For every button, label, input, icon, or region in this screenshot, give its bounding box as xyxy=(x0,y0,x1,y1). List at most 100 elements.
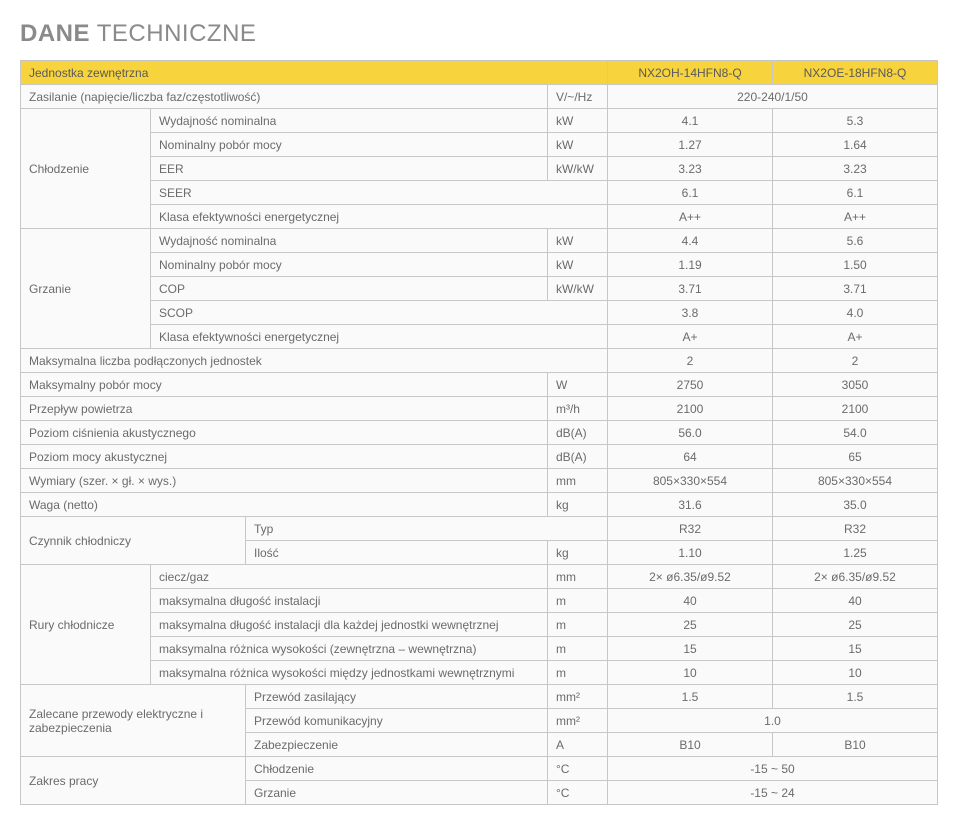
sub-label: SCOP xyxy=(151,301,608,325)
row-value-1: 3.23 xyxy=(773,157,938,181)
row-unit: kg xyxy=(547,493,607,517)
sub-label: Typ xyxy=(246,517,608,541)
row-value-1: 4.0 xyxy=(773,301,938,325)
row-value-1: 40 xyxy=(773,589,938,613)
row-value-0: 4.1 xyxy=(608,109,773,133)
row-value-0: 25 xyxy=(608,613,773,637)
sub-label: Klasa efektywności energetycznej xyxy=(151,205,608,229)
table-row: maksymalna długość instalacjim4040 xyxy=(21,589,938,613)
specs-table: Jednostka zewnętrznaNX2OH-14HFN8-QNX2OE-… xyxy=(20,60,938,805)
row-value-0: 1.5 xyxy=(608,685,773,709)
row-value-1: B10 xyxy=(773,733,938,757)
table-row: SEER6.16.1 xyxy=(21,181,938,205)
row-value-0: B10 xyxy=(608,733,773,757)
row-value-1: 2 xyxy=(773,349,938,373)
row-unit: dB(A) xyxy=(547,421,607,445)
sub-label: Przewód zasilający xyxy=(246,685,548,709)
row-unit: W xyxy=(547,373,607,397)
row-unit: V/~/Hz xyxy=(547,85,607,109)
table-row: maksymalna długość instalacji dla każdej… xyxy=(21,613,938,637)
row-unit: kW/kW xyxy=(547,277,607,301)
table-row: GrzanieWydajność nominalnakW4.45.6 xyxy=(21,229,938,253)
row-value: -15 ~ 24 xyxy=(608,781,938,805)
table-row: Klasa efektywności energetycznejA+A+ xyxy=(21,325,938,349)
sub-label: Chłodzenie xyxy=(246,757,548,781)
row-value-0: 3.8 xyxy=(608,301,773,325)
table-row: Przepływ powietrzam³/h21002100 xyxy=(21,397,938,421)
row-value-1: 15 xyxy=(773,637,938,661)
row-label: Zasilanie (napięcie/liczba faz/częstotli… xyxy=(21,85,548,109)
row-label: Maksymalna liczba podłączonych jednostek xyxy=(21,349,608,373)
table-row: Zasilanie (napięcie/liczba faz/częstotli… xyxy=(21,85,938,109)
row-value-0: R32 xyxy=(608,517,773,541)
table-row: SCOP3.84.0 xyxy=(21,301,938,325)
row-label: Poziom ciśnienia akustycznego xyxy=(21,421,548,445)
sub-label: Ilość xyxy=(246,541,548,565)
sub-label: Klasa efektywności energetycznej xyxy=(151,325,608,349)
group-label: Zakres pracy xyxy=(21,757,246,805)
table-row: maksymalna różnica wysokości (zewnętrzna… xyxy=(21,637,938,661)
table-row: Waga (netto)kg31.635.0 xyxy=(21,493,938,517)
row-value-1: 35.0 xyxy=(773,493,938,517)
sub-label: maksymalna różnica wysokości (zewnętrzna… xyxy=(151,637,548,661)
model-0: NX2OH-14HFN8-Q xyxy=(608,61,773,85)
row-value-0: 15 xyxy=(608,637,773,661)
row-unit: m³/h xyxy=(547,397,607,421)
group-label: Zalecane przewody elektryczne i zabezpie… xyxy=(21,685,246,757)
table-row: Poziom ciśnienia akustycznegodB(A)56.054… xyxy=(21,421,938,445)
row-value-0: 805×330×554 xyxy=(608,469,773,493)
group-label: Chłodzenie xyxy=(21,109,151,229)
row-label: Waga (netto) xyxy=(21,493,548,517)
row-value-0: 2750 xyxy=(608,373,773,397)
row-value-1: 805×330×554 xyxy=(773,469,938,493)
table-row: Zalecane przewody elektryczne i zabezpie… xyxy=(21,685,938,709)
row-value: -15 ~ 50 xyxy=(608,757,938,781)
row-unit: dB(A) xyxy=(547,445,607,469)
row-unit: kW xyxy=(547,109,607,133)
row-value-1: 65 xyxy=(773,445,938,469)
table-row: Nominalny pobór mocykW1.191.50 xyxy=(21,253,938,277)
sub-label: SEER xyxy=(151,181,608,205)
row-value-0: A+ xyxy=(608,325,773,349)
sub-label: Nominalny pobór mocy xyxy=(151,253,548,277)
row-unit: mm² xyxy=(547,685,607,709)
row-value-1: 3050 xyxy=(773,373,938,397)
row-value-1: 1.25 xyxy=(773,541,938,565)
row-value-1: A+ xyxy=(773,325,938,349)
table-row: Klasa efektywności energetycznejA++A++ xyxy=(21,205,938,229)
row-value-0: 1.27 xyxy=(608,133,773,157)
row-value-0: 2 xyxy=(608,349,773,373)
model-1: NX2OE-18HFN8-Q xyxy=(773,61,938,85)
header-label: Jednostka zewnętrzna xyxy=(21,61,608,85)
row-unit: kW xyxy=(547,229,607,253)
row-label: Przepływ powietrza xyxy=(21,397,548,421)
row-value-1: 54.0 xyxy=(773,421,938,445)
row-value-1: A++ xyxy=(773,205,938,229)
row-value: 220-240/1/50 xyxy=(608,85,938,109)
table-row: Rury chłodniczeciecz/gazmm2× ø6.35/ø9.52… xyxy=(21,565,938,589)
row-unit: °C xyxy=(547,757,607,781)
table-row: EERkW/kW3.233.23 xyxy=(21,157,938,181)
table-row: Zakres pracyChłodzenie°C-15 ~ 50 xyxy=(21,757,938,781)
row-value: 1.0 xyxy=(608,709,938,733)
row-unit: m xyxy=(547,589,607,613)
table-row: Nominalny pobór mocykW1.271.64 xyxy=(21,133,938,157)
table-row: Maksymalna liczba podłączonych jednostek… xyxy=(21,349,938,373)
title-bold: DANE xyxy=(20,20,90,47)
row-unit: m xyxy=(547,637,607,661)
row-unit: mm xyxy=(547,469,607,493)
sub-label: EER xyxy=(151,157,548,181)
table-row: Czynnik chłodniczyTypR32R32 xyxy=(21,517,938,541)
row-value-1: 2× ø6.35/ø9.52 xyxy=(773,565,938,589)
row-unit: kW xyxy=(547,253,607,277)
sub-label: Grzanie xyxy=(246,781,548,805)
row-value-0: 6.1 xyxy=(608,181,773,205)
row-value-0: 56.0 xyxy=(608,421,773,445)
row-label: Poziom mocy akustycznej xyxy=(21,445,548,469)
row-value-1: 10 xyxy=(773,661,938,685)
row-label: Wymiary (szer. × gł. × wys.) xyxy=(21,469,548,493)
row-value-0: 40 xyxy=(608,589,773,613)
sub-label: Wydajność nominalna xyxy=(151,109,548,133)
row-value-1: 5.3 xyxy=(773,109,938,133)
row-value-0: A++ xyxy=(608,205,773,229)
